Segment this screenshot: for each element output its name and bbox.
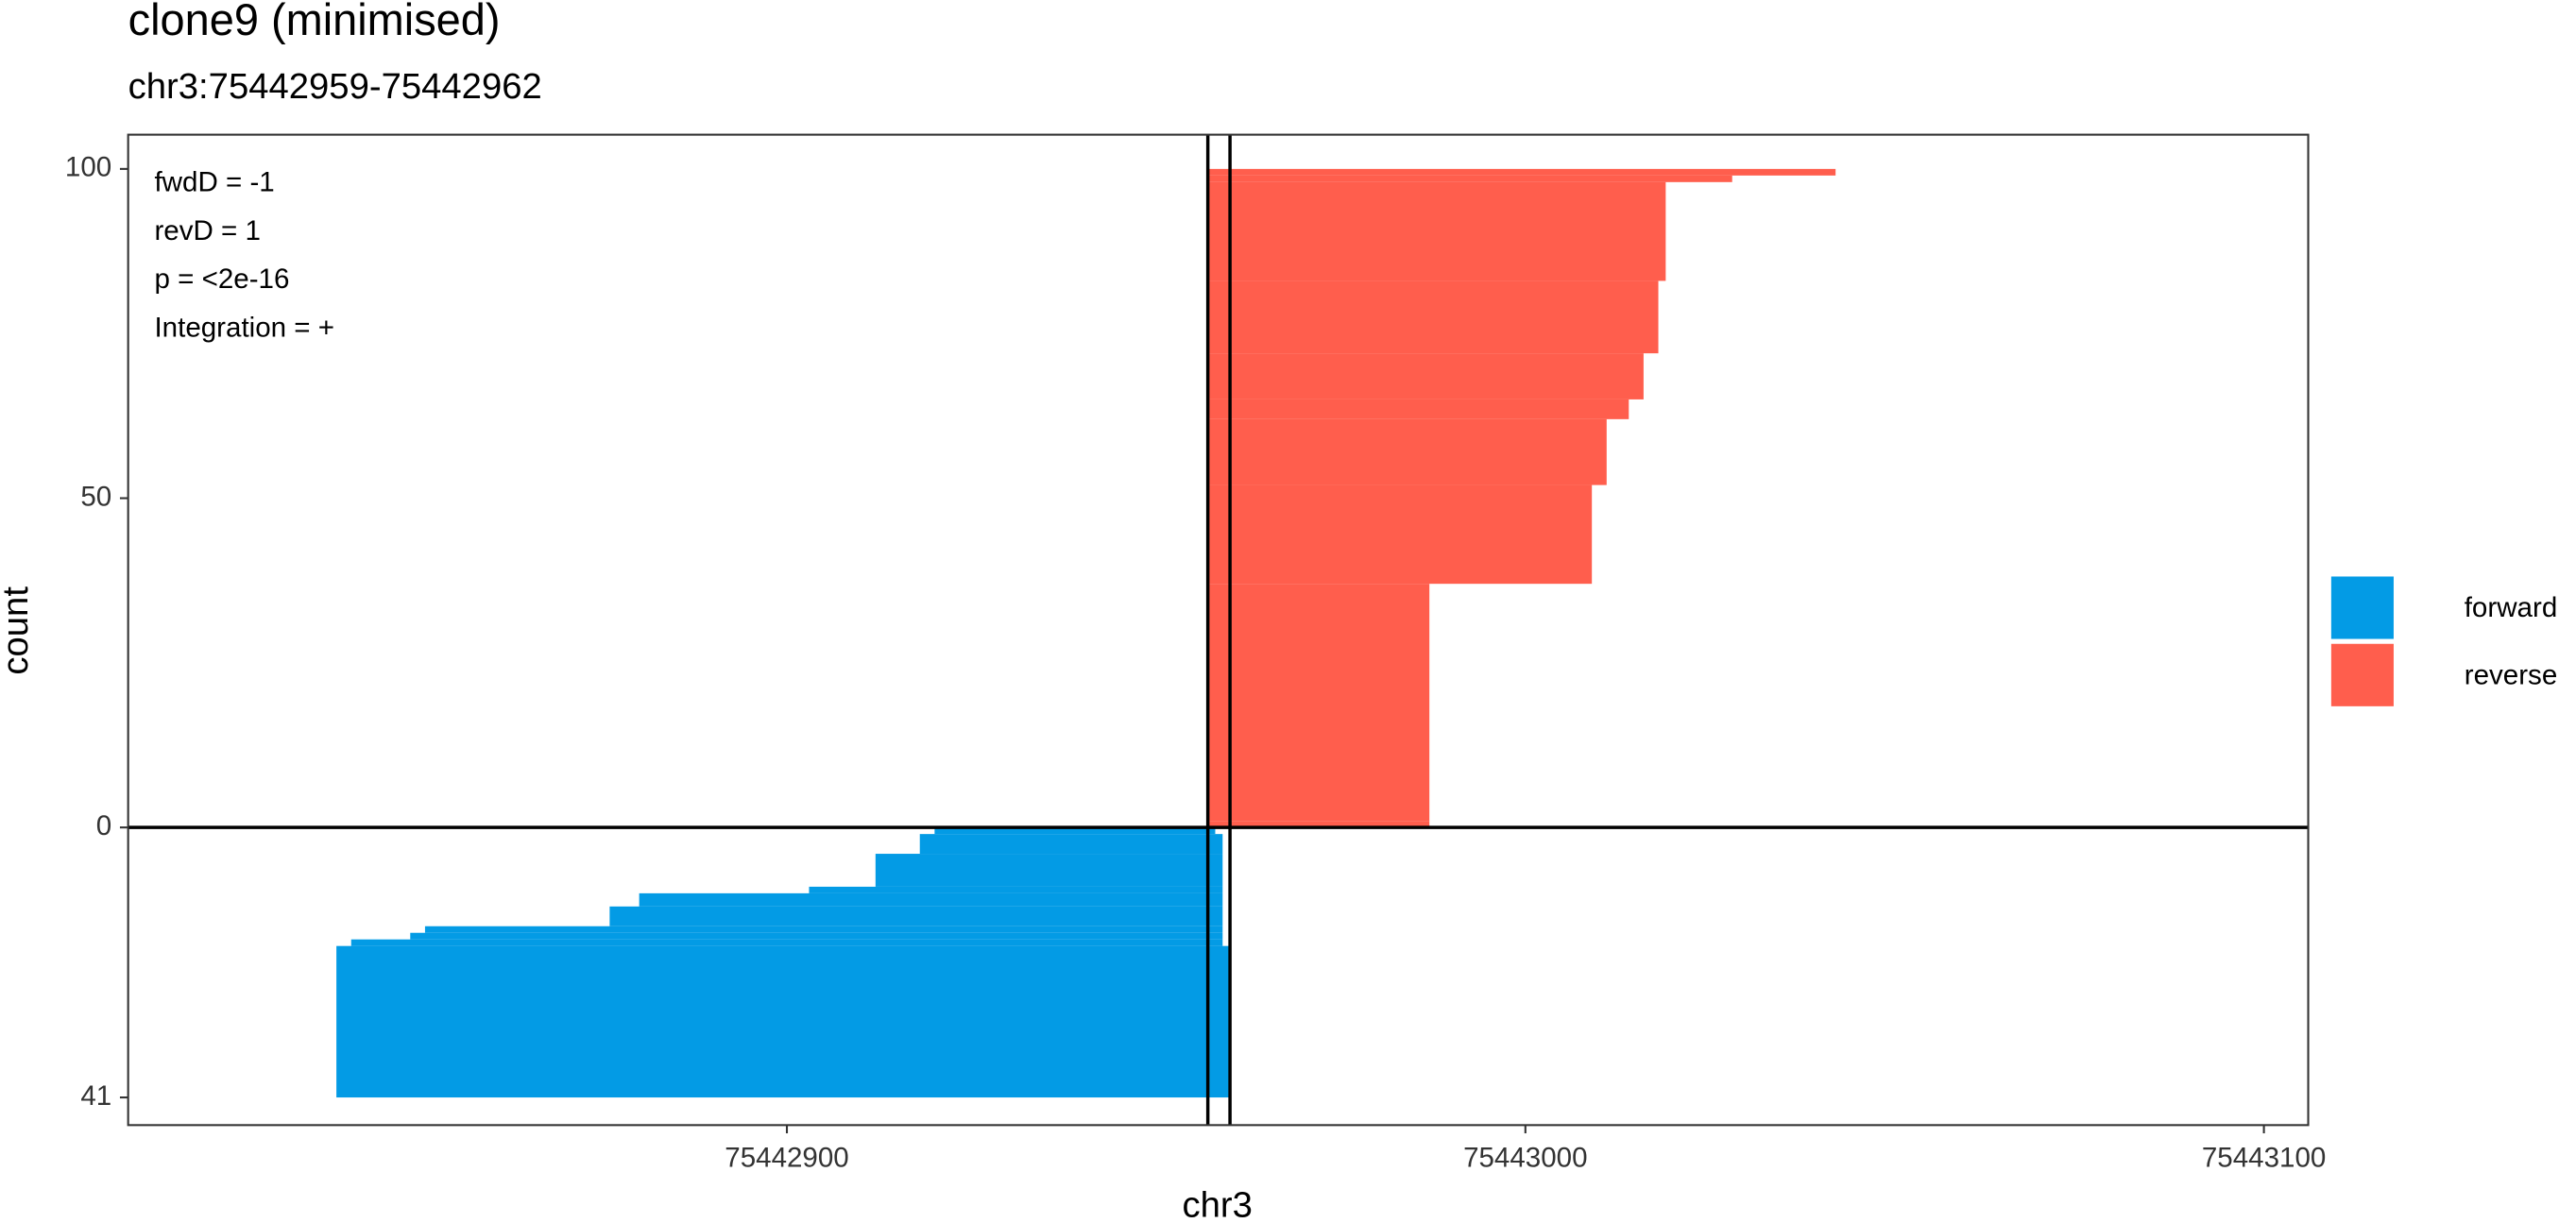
panel-border	[127, 133, 2310, 1127]
y-tick-label: 50	[80, 481, 111, 512]
bar	[875, 854, 1223, 887]
bar	[609, 906, 1223, 926]
bar	[336, 945, 1231, 1098]
bar	[1207, 484, 1593, 585]
annotation: fwdD = -1	[154, 167, 274, 198]
legend-label: reverse	[2465, 659, 2558, 690]
annotation: p = <2e-16	[154, 263, 289, 295]
bar	[424, 926, 1223, 933]
x-axis-label: chr3	[1183, 1184, 1253, 1223]
bar	[410, 932, 1223, 940]
bar	[934, 827, 1216, 835]
legend-label: forward	[2465, 592, 2558, 623]
bar	[1207, 181, 1666, 281]
y-axis-label: count	[0, 586, 36, 675]
bar	[1207, 399, 1629, 419]
bar	[919, 834, 1223, 855]
bar	[1207, 175, 1732, 182]
chart-title: clone9 (minimised)	[128, 0, 501, 44]
bar	[1207, 821, 1430, 828]
bar	[1207, 353, 1644, 399]
y-tick-label: 41	[80, 1080, 111, 1112]
bar	[350, 939, 1223, 946]
bar	[1207, 584, 1430, 822]
x-tick-label: 75443100	[2202, 1143, 2326, 1174]
annotation: revD = 1	[154, 215, 260, 246]
bar	[1207, 168, 1836, 176]
bar	[1207, 280, 1659, 354]
x-tick-label: 75443000	[1463, 1143, 1587, 1174]
bar	[1207, 418, 1607, 485]
bar	[639, 892, 1223, 907]
chart-subtitle: chr3:75442959-75442962	[128, 66, 542, 107]
x-tick-label: 75442900	[725, 1143, 848, 1174]
annotation: Integration = +	[154, 313, 334, 344]
bar	[809, 886, 1223, 893]
y-tick-label: 0	[96, 810, 111, 841]
legend-key	[2330, 643, 2394, 706]
y-tick-label: 100	[65, 152, 111, 183]
legend-key	[2330, 576, 2394, 639]
